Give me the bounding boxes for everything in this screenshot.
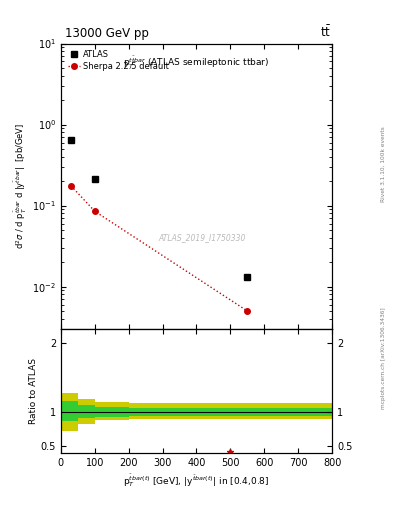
Sherpa 2.2.5 default — [69, 183, 73, 189]
ATLAS — [92, 177, 97, 183]
X-axis label: p$_T^{\bar{t}bar(t)}$ [GeV], |y$^{\bar{t}bar(t)}$| in [0.4,0.8]: p$_T^{\bar{t}bar(t)}$ [GeV], |y$^{\bar{t… — [123, 472, 270, 489]
Legend: ATLAS, Sherpa 2.2.5 default: ATLAS, Sherpa 2.2.5 default — [65, 48, 172, 73]
ATLAS — [245, 274, 250, 281]
Y-axis label: Ratio to ATLAS: Ratio to ATLAS — [29, 358, 38, 424]
Line: Sherpa 2.2.5 default: Sherpa 2.2.5 default — [68, 183, 250, 314]
Text: 13000 GeV pp: 13000 GeV pp — [65, 27, 149, 40]
Sherpa 2.2.5 default — [92, 208, 97, 215]
Text: t$\bar{\rm t}$: t$\bar{\rm t}$ — [320, 25, 331, 40]
Y-axis label: d$^2\sigma$ / d p$^{\bar{t}bar}_T$ d |y$^{\bar{t}bar}$|  [pb/GeV]: d$^2\sigma$ / d p$^{\bar{t}bar}_T$ d |y$… — [13, 123, 29, 249]
Line: ATLAS: ATLAS — [68, 136, 251, 281]
Text: mcplots.cern.ch [arXiv:1306.3436]: mcplots.cern.ch [arXiv:1306.3436] — [381, 308, 386, 409]
Text: p$_T^{t\bar{t}bar}$ (ATLAS semileptonic ttbar): p$_T^{t\bar{t}bar}$ (ATLAS semileptonic … — [123, 55, 270, 71]
Text: Rivet 3.1.10, 100k events: Rivet 3.1.10, 100k events — [381, 126, 386, 202]
Sherpa 2.2.5 default — [245, 308, 250, 314]
Text: ATLAS_2019_I1750330: ATLAS_2019_I1750330 — [158, 233, 246, 242]
ATLAS — [69, 137, 73, 143]
